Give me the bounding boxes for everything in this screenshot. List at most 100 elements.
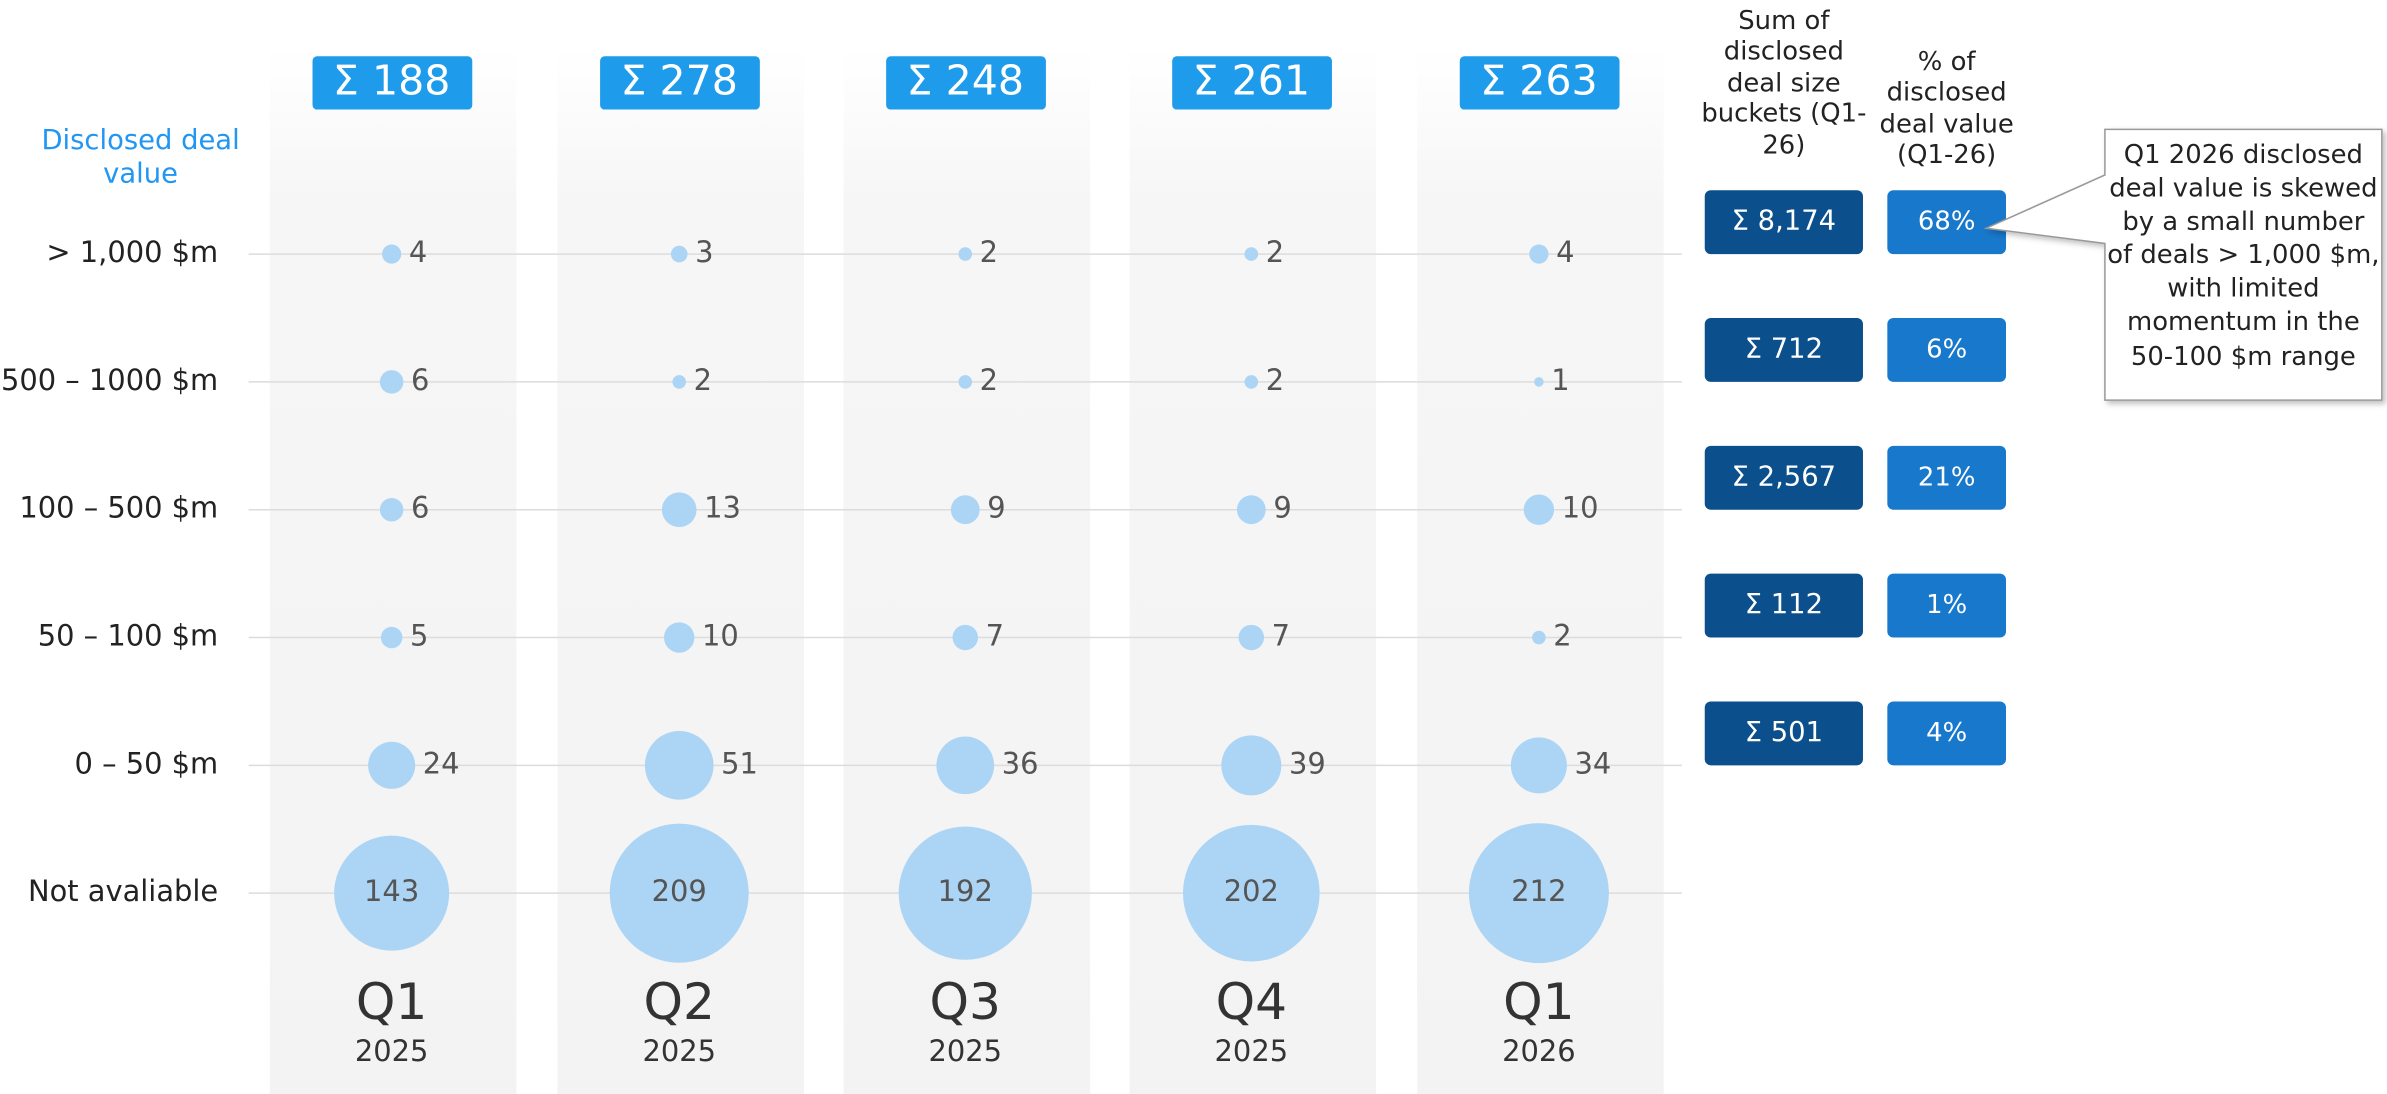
total-box bbox=[1172, 56, 1332, 110]
bubble-label: 9 bbox=[1273, 491, 1291, 525]
bubble bbox=[1532, 630, 1546, 645]
row-label: 100 – 500 $m bbox=[19, 491, 218, 525]
bucket-sum-header-box: Sum of disclosed deal size buckets (Q1-2… bbox=[1701, 6, 1867, 161]
bubble-label: 4 bbox=[1556, 235, 1574, 269]
bubble-label: 2 bbox=[1553, 619, 1571, 653]
callout bbox=[1983, 128, 2383, 401]
bubble bbox=[644, 731, 714, 800]
bubble-label: 34 bbox=[1575, 746, 1612, 780]
bubble-label: 143 bbox=[364, 874, 419, 908]
bubble-label: 7 bbox=[1272, 619, 1290, 653]
share-box bbox=[1887, 190, 2007, 255]
bubble bbox=[936, 736, 995, 795]
share-box bbox=[1887, 318, 2007, 382]
bucket-sum: Σ 712 bbox=[1745, 333, 1823, 364]
share: 68% bbox=[1918, 207, 1975, 237]
bubble bbox=[672, 375, 687, 389]
bubble bbox=[661, 492, 697, 528]
bubble bbox=[1244, 247, 1259, 261]
quarter-label: Q4 bbox=[1216, 972, 1287, 1031]
total-label: Σ 278 bbox=[621, 57, 738, 105]
bubble bbox=[1510, 737, 1567, 794]
bubble bbox=[1529, 244, 1549, 264]
callout-text-box: Q1 2026 disclosed deal value is skewed b… bbox=[2107, 139, 2380, 373]
bubble bbox=[958, 375, 973, 389]
total-label: Σ 261 bbox=[1193, 57, 1310, 105]
bubble-label: 10 bbox=[1562, 491, 1599, 525]
bucket-sum: Σ 8,174 bbox=[1732, 206, 1836, 237]
bucket-sum-box bbox=[1704, 190, 1863, 255]
row-label: 500 – 1000 $m bbox=[1, 363, 218, 397]
annotation: Q1 2026 disclosed deal value is skewed b… bbox=[2107, 139, 2380, 373]
share-header: % of disclosed deal value (Q1-26) bbox=[1879, 47, 2014, 171]
bubble bbox=[950, 495, 980, 525]
bubble-label: 209 bbox=[652, 874, 707, 908]
share-box bbox=[1887, 445, 2007, 510]
year-label: 2025 bbox=[929, 1034, 1003, 1068]
callout-shape bbox=[1983, 128, 2383, 401]
bucket-sum-header: Sum of disclosed deal size buckets (Q1-2… bbox=[1701, 6, 1867, 161]
total-label: Σ 188 bbox=[333, 57, 450, 105]
row-label: Not avaliable bbox=[28, 874, 218, 908]
total-box bbox=[886, 56, 1046, 110]
quarter-label: Q2 bbox=[643, 972, 714, 1031]
bubble bbox=[379, 497, 404, 522]
total-label: Σ 263 bbox=[1480, 57, 1597, 105]
bubble-label: 6 bbox=[411, 363, 429, 397]
bubble bbox=[1221, 735, 1282, 796]
share: 6% bbox=[1926, 334, 1967, 364]
bubble bbox=[1236, 495, 1266, 525]
bubble bbox=[958, 247, 973, 261]
bubble-label: 5 bbox=[410, 619, 428, 653]
bucket-sum: Σ 2,567 bbox=[1732, 461, 1836, 492]
total-label: Σ 248 bbox=[907, 57, 1024, 105]
bubble bbox=[952, 624, 978, 651]
bucket-sum: Σ 501 bbox=[1745, 717, 1823, 748]
bubble bbox=[382, 244, 402, 264]
total-box bbox=[1459, 56, 1620, 110]
bubble-label: 7 bbox=[986, 619, 1004, 653]
share: 21% bbox=[1918, 462, 1975, 492]
share: 4% bbox=[1926, 718, 1967, 748]
bubble bbox=[1468, 823, 1609, 964]
bubble-label: 2 bbox=[980, 363, 998, 397]
bubble-label: 2 bbox=[980, 235, 998, 269]
row-label: 50 – 100 $m bbox=[38, 619, 218, 653]
bucket-sum-box bbox=[1704, 573, 1863, 638]
quarter-label: Q1 bbox=[1503, 972, 1574, 1031]
bucket-sum-box bbox=[1704, 445, 1863, 510]
bubble bbox=[380, 626, 403, 649]
year-label: 2025 bbox=[355, 1034, 429, 1068]
bubble-label: 51 bbox=[721, 746, 758, 780]
bubble-label: 13 bbox=[704, 491, 741, 525]
bubble-label: 39 bbox=[1289, 746, 1326, 780]
bubble-label: 2 bbox=[1266, 235, 1284, 269]
row-label: 0 – 50 $m bbox=[75, 746, 219, 780]
bubble bbox=[334, 835, 450, 951]
year-label: 2025 bbox=[642, 1034, 716, 1068]
quarter-label: Q1 bbox=[356, 972, 427, 1031]
bubble-label: 9 bbox=[987, 491, 1005, 525]
year-label: 2026 bbox=[1502, 1034, 1576, 1068]
bubble bbox=[609, 823, 749, 963]
year-label: 2025 bbox=[1215, 1034, 1289, 1068]
bubble-label: 2 bbox=[1266, 363, 1284, 397]
bubble-label: 6 bbox=[411, 491, 429, 525]
bubble bbox=[664, 622, 695, 653]
bubble bbox=[1244, 375, 1259, 389]
bubble bbox=[1534, 377, 1544, 387]
quarter-label: Q3 bbox=[930, 972, 1001, 1031]
bubble-label: 192 bbox=[938, 874, 993, 908]
bubble-label: 36 bbox=[1002, 746, 1039, 780]
bubble-label: 212 bbox=[1511, 874, 1566, 908]
bucket-sum-box bbox=[1704, 701, 1863, 766]
bubble bbox=[898, 826, 1032, 960]
row-label: > 1,000 $m bbox=[46, 235, 218, 269]
bubble bbox=[1523, 494, 1555, 525]
bubble bbox=[1238, 624, 1265, 651]
total-box bbox=[312, 56, 473, 110]
share: 1% bbox=[1926, 590, 1967, 620]
total-box bbox=[600, 56, 760, 110]
